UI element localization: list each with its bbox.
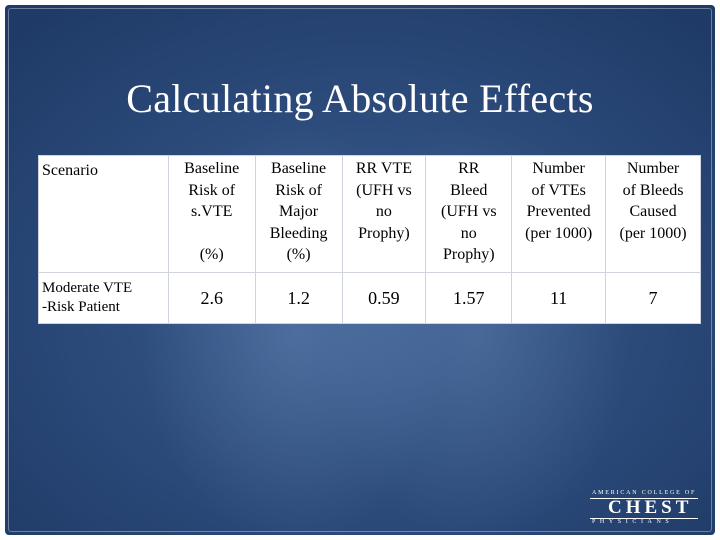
logo-word: CHEST <box>608 497 693 518</box>
header-vtes-prevented: Number of VTEs Prevented (per 1000) <box>511 155 607 273</box>
header-row: Scenario Baseline Risk of s.VTE (%) Base… <box>38 155 701 273</box>
header-rr-vte: RR VTE (UFH vs no Prophy) <box>341 155 427 273</box>
rr-vte-value: 0.59 <box>341 272 427 324</box>
rr-bleed-value: 1.57 <box>425 272 513 324</box>
baseline-bleeding-value: 1.2 <box>254 272 343 324</box>
vtes-prevented-value: 11 <box>511 272 607 324</box>
baseline-svte-value: 2.6 <box>167 272 256 324</box>
header-scenario: Scenario <box>38 155 169 273</box>
header-baseline-risk-svte: Baseline Risk of s.VTE (%) <box>167 155 256 273</box>
logo-bottom-text: PHYSICIANS <box>592 519 674 525</box>
bleeds-caused-value: 7 <box>605 272 701 324</box>
effects-table: Scenario Baseline Risk of s.VTE (%) Base… <box>38 155 701 324</box>
table-row: Moderate VTE -Risk Patient 2.6 1.2 0.59 … <box>38 272 701 324</box>
chest-logo: AMERICAN COLLEGE OF CHEST PHYSICIANS <box>588 490 703 530</box>
header-bleeds-caused: Number of Bleeds Caused (per 1000) <box>605 155 701 273</box>
header-baseline-risk-bleeding: Baseline Risk of Major Bleeding (%) <box>254 155 343 273</box>
header-rr-bleed: RR Bleed (UFH vs no Prophy) <box>425 155 513 273</box>
logo-rule-top <box>590 498 698 499</box>
slide: Calculating Absolute Effects Scenario Ba… <box>5 5 715 535</box>
slide-title: Calculating Absolute Effects <box>126 76 594 121</box>
logo-top-text: AMERICAN COLLEGE OF <box>592 490 697 496</box>
logo-rule-bottom <box>590 518 698 519</box>
scenario-cell: Moderate VTE -Risk Patient <box>38 272 169 324</box>
